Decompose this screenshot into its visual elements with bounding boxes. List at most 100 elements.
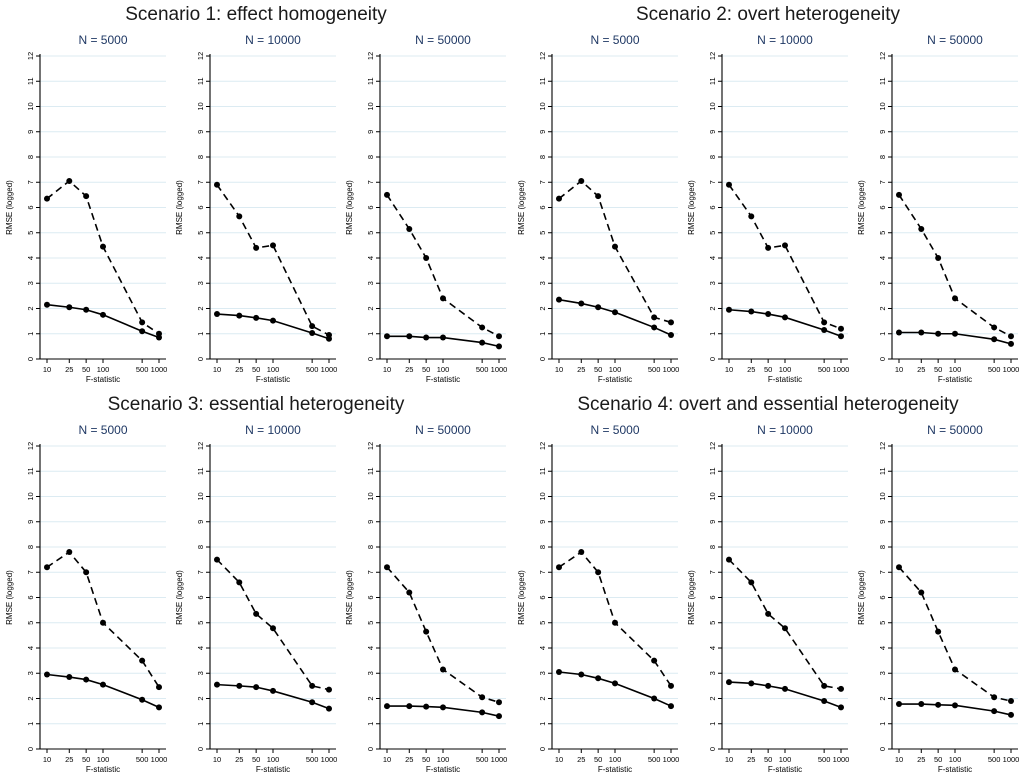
scenario-2-panels: N = 5000 0 1 2 3 4 5 6 7 8 9 10 11 12 RMSE (logged) 10 2…: [512, 29, 1024, 389]
gridlines: [722, 55, 848, 335]
y-tick-label: 5: [708, 621, 717, 625]
dashed-series-line: [386, 566, 500, 704]
y-axis-title: RMSE (logged): [687, 570, 696, 625]
solid-series-marker: [44, 301, 50, 308]
solid-series-marker: [952, 702, 958, 709]
dashed-series-marker: [612, 619, 618, 626]
solid-series-marker: [309, 699, 316, 706]
y-tick-label: 1: [366, 722, 375, 726]
x-tick-label: 500: [476, 365, 489, 374]
dashed-series-marker: [66, 549, 73, 556]
y-axis-title: RMSE (logged): [517, 570, 526, 625]
scenario-title: Scenario 1: effect homogeneity: [125, 4, 387, 25]
panel-subtitle: N = 50000: [415, 33, 471, 47]
dashed-series-marker: [918, 225, 925, 232]
x-tick-label: 1000: [833, 365, 850, 374]
dashed-series-line: [728, 184, 842, 330]
dashed-series-marker: [765, 610, 772, 617]
x-tick-label: 10: [895, 365, 903, 374]
y-tick-label: 10: [538, 492, 547, 500]
panel-subtitle: N = 5000: [78, 33, 127, 47]
x-tick-label: 500: [136, 755, 149, 764]
x-tick-label: 50: [934, 365, 942, 374]
y-tick-label: 12: [878, 52, 887, 60]
y-tick-label: 7: [366, 570, 375, 574]
dashed-series-marker: [326, 686, 332, 693]
y-tick-label: 0: [196, 357, 205, 361]
scenario-4-panels: N = 5000 0 1 2 3 4 5 6 7 8 9 10 11 12 RMSE (logged) 10 2…: [512, 419, 1024, 779]
y-tick-label: 10: [708, 492, 717, 500]
y-tick-label: 7: [538, 570, 547, 574]
solid-series-marker: [748, 308, 755, 315]
x-tick-label: 25: [747, 755, 755, 764]
y-tick-label: 11: [878, 467, 887, 475]
y-tick-label: 8: [708, 545, 717, 549]
y-tick-label: 7: [26, 180, 35, 184]
y-tick-label: 2: [708, 306, 717, 310]
solid-series-marker: [838, 333, 844, 340]
y-tick-label: 6: [196, 595, 205, 599]
y-tick-label: 4: [878, 256, 887, 260]
y-tick-label: 10: [366, 102, 375, 110]
scenario-1-panels: N = 5000 0 1 2 3 4 5 6 7 8 9 10 11 12 RMSE (logged) 10 2…: [0, 29, 512, 389]
dashed-series-marker: [935, 628, 942, 635]
solid-series-marker: [782, 314, 788, 321]
scenario-title: Scenario 4: overt and essential heteroge…: [577, 394, 959, 415]
x-tick-label: 50: [82, 365, 90, 374]
panel-subtitle: N = 5000: [78, 423, 127, 437]
x-tick-label: 1000: [491, 365, 508, 374]
scenario-1: Scenario 1: effect homogeneity N = 5000 0…: [0, 0, 512, 390]
y-tick-label: 11: [366, 467, 375, 475]
dashed-series-marker: [556, 564, 562, 571]
y-tick-label: 6: [878, 595, 887, 599]
y-tick-label: 4: [708, 256, 717, 260]
panel-subtitle: N = 10000: [245, 33, 301, 47]
x-tick-label: 100: [267, 365, 280, 374]
solid-series-marker: [896, 329, 902, 336]
y-tick-label: 5: [26, 621, 35, 625]
solid-series-marker: [991, 336, 998, 343]
solid-series-marker: [270, 317, 276, 324]
solid-series-marker: [612, 680, 618, 687]
y-tick-label: 2: [196, 696, 205, 700]
y-tick-label: 0: [196, 747, 205, 751]
y-tick-label: 6: [708, 205, 717, 209]
dashed-series-marker: [270, 625, 276, 632]
x-tick-label: 10: [43, 755, 51, 764]
dashed-series-marker: [66, 177, 73, 184]
solid-series-marker: [821, 326, 828, 333]
gridlines: [892, 55, 1018, 335]
solid-series-marker: [595, 304, 602, 311]
solid-series-marker: [236, 312, 243, 319]
dashed-series-line: [216, 184, 330, 336]
x-axis-title: F-statistic: [938, 765, 972, 774]
solid-series-marker: [479, 339, 486, 346]
dashed-series-marker: [100, 619, 106, 626]
solid-series-marker: [496, 343, 502, 350]
y-tick-label: 12: [538, 52, 547, 60]
solid-series-marker: [765, 311, 772, 318]
solid-series-marker: [952, 330, 958, 337]
dashed-series-line: [728, 559, 842, 690]
solid-series-marker: [651, 324, 658, 331]
y-tick-label: 6: [196, 205, 205, 209]
y-tick-label: 9: [26, 130, 35, 134]
y-tick-label: 3: [708, 281, 717, 285]
dashed-series-marker: [668, 682, 674, 689]
dashed-series-marker: [214, 556, 220, 563]
x-tick-label: 10: [43, 365, 51, 374]
dashed-series-marker: [896, 191, 902, 198]
dashed-series-marker: [782, 242, 788, 249]
x-tick-label: 500: [306, 365, 319, 374]
y-tick-label: 1: [366, 332, 375, 336]
scenario-title: Scenario 2: overt heterogeneity: [635, 4, 901, 25]
dashed-series-marker: [668, 319, 674, 326]
x-tick-label: 10: [895, 755, 903, 764]
dashed-series-line: [898, 566, 1012, 702]
x-tick-label: 50: [764, 755, 772, 764]
scenario-3-panels: N = 5000 0 1 2 3 4 5 6 7 8 9 10 11 12 RMSE (logged) 10 2…: [0, 419, 512, 779]
y-axis-title: RMSE (logged): [345, 570, 354, 625]
x-tick-label: 10: [383, 755, 391, 764]
y-tick-label: 0: [538, 747, 547, 751]
